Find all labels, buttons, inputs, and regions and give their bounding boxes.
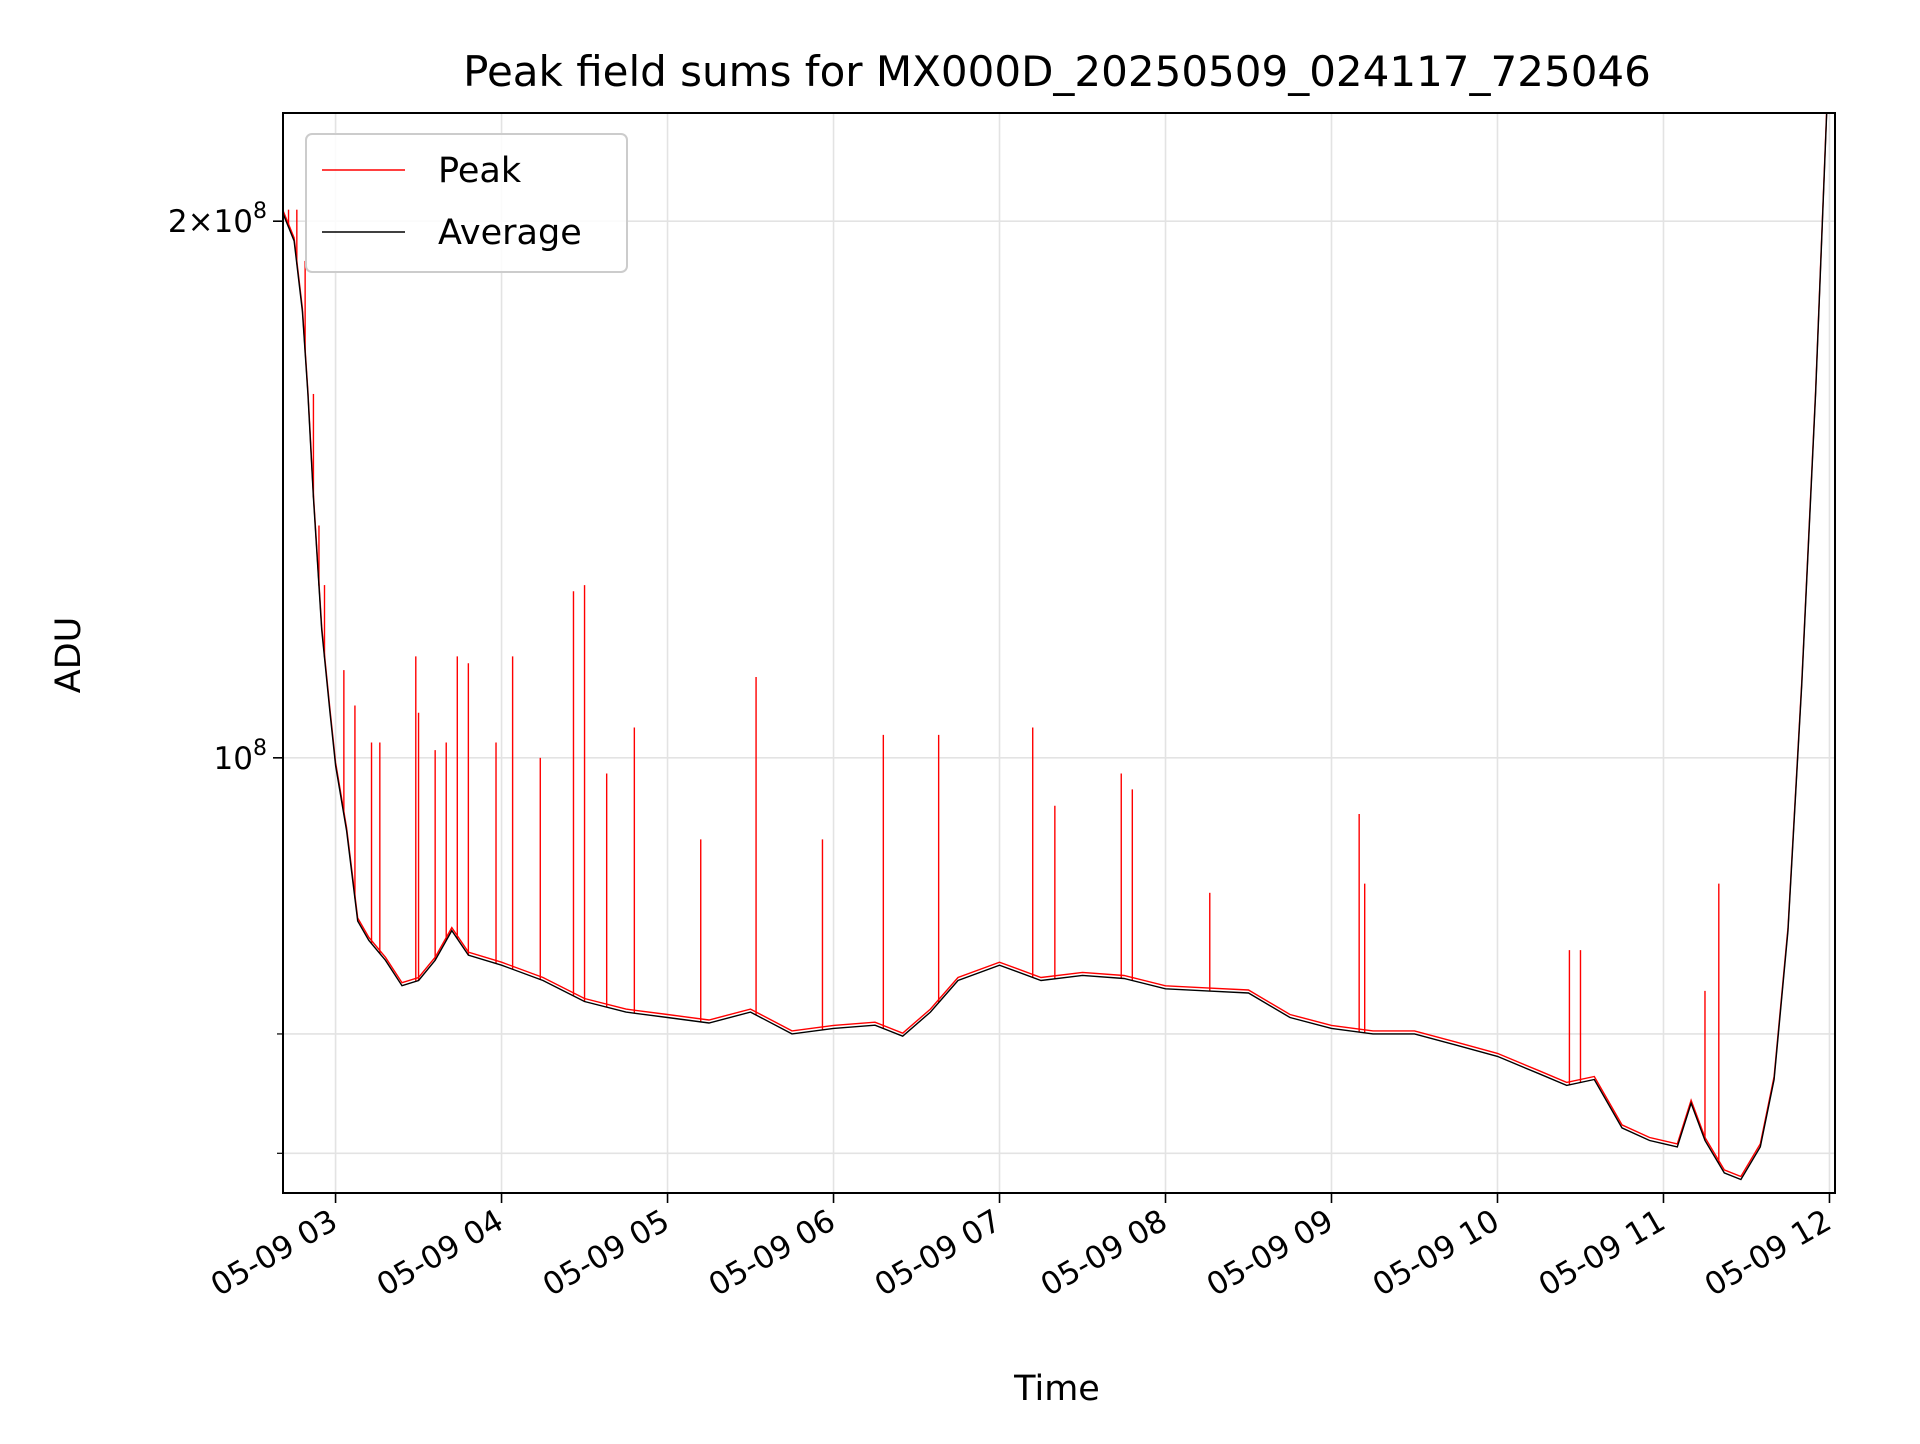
legend-box	[305, 133, 628, 273]
grid	[283, 113, 1835, 1193]
x-axis-label: Time	[1013, 1369, 1100, 1409]
peak-line	[283, 113, 1828, 1178]
legend: Peak Average	[305, 133, 628, 273]
y-tick-label: 108	[214, 736, 267, 777]
series-layer	[283, 113, 1828, 1181]
legend-label-peak: Peak	[438, 151, 522, 191]
y-axis: 108 2×108	[168, 199, 283, 1154]
y-axis-label: ADU	[49, 617, 89, 694]
legend-label-average: Average	[438, 213, 582, 253]
y-tick-label: 2×108	[168, 199, 267, 240]
plot-frame	[282, 112, 1836, 1194]
average-line	[283, 113, 1828, 1181]
series-peak	[283, 113, 1828, 1178]
chart-title: Peak field sums for MX000D_20250509_0241…	[463, 47, 1651, 96]
series-average	[283, 113, 1828, 1181]
